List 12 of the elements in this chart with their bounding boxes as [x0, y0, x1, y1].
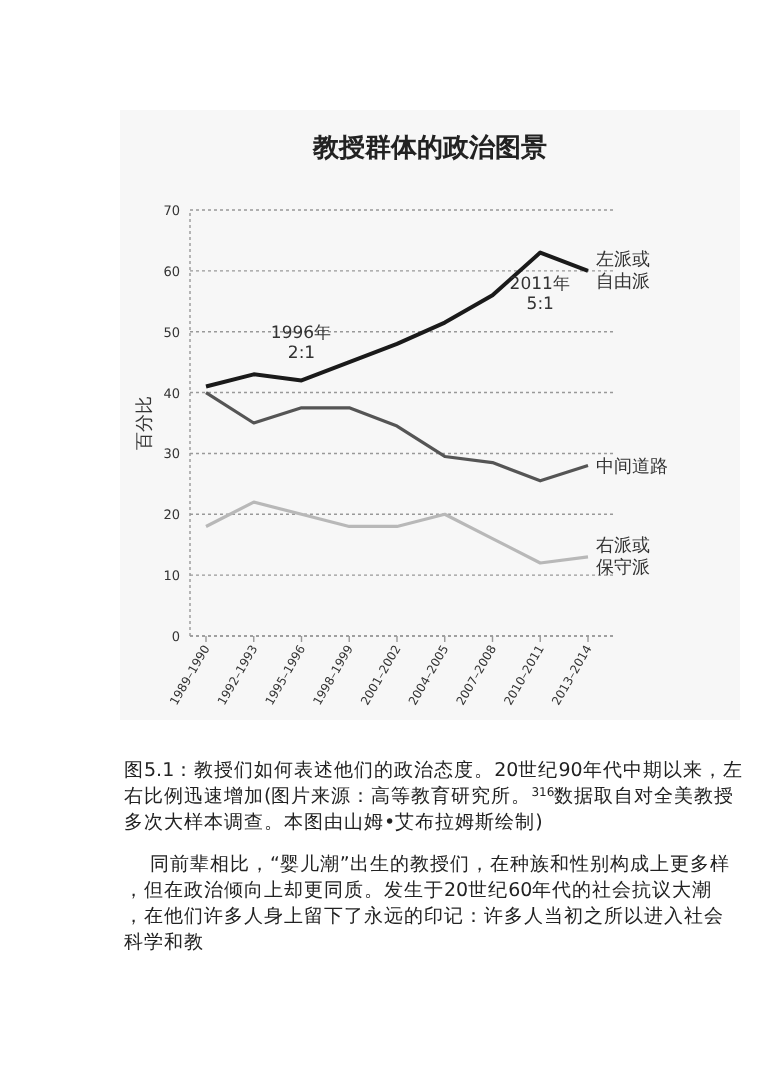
caption: 图5.1：教授们如何表述他们的政治态度。20世纪90年代中期以来，左右比例迅速增加(图片来源：高等教育研究所。$^{316}$数据取自对全美教授多次大样本调查。本图由山姆•艾布拉姆斯绘制) [124, 758, 743, 834]
text: 同前辈相比，“婴儿潮”出生的教授们，在种族和性别构成上更多样，但在政治倾向上却更同质。发生于20世纪60年代的社会抗议大潮，在他们许多人身上留下了永远的印记：许多人当初之所以进入社会科学和教 [124, 852, 730, 954]
chart-title: 教授群体的政治图景 [311, 132, 547, 164]
line-series [204, 250, 590, 389]
line-series [204, 500, 590, 565]
series-label: 右派或保守派 [596, 534, 650, 579]
annotation: 2011年 5:1 [509, 273, 571, 316]
line-series [204, 390, 590, 483]
series-label: 中间道路 [596, 455, 668, 478]
annotation: 1996年 2:1 [270, 321, 333, 364]
series-label: 左派或自由派 [596, 248, 650, 293]
y-axis-title: 百分比 [134, 396, 156, 450]
